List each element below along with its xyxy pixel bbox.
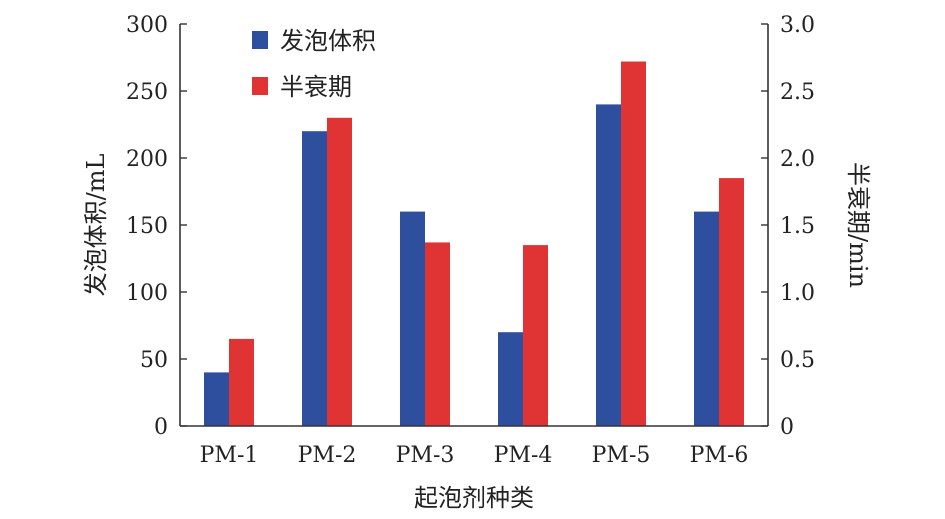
bar-foam-volume-pm-5 [596, 104, 621, 427]
bar-foam-volume-pm-1 [204, 372, 229, 426]
legend: 发泡体积 半衰期 [252, 27, 376, 101]
legend-swatch-foam-volume [252, 31, 268, 49]
bar-half-life-pm-6 [719, 178, 744, 426]
right-tick-label: 2.5 [780, 80, 815, 105]
bar-half-life-pm-3 [425, 242, 450, 426]
right-tick-label: 3.0 [780, 13, 815, 38]
left-tick-label: 50 [140, 348, 168, 373]
right-ticks-group: 0 0.5 1.0 1.5 2.0 2.5 3.0 [761, 13, 815, 440]
left-tick-label: 250 [126, 80, 168, 105]
left-tick-label: 0 [154, 415, 168, 440]
left-tick-label: 150 [126, 214, 168, 239]
x-tick-label-pm-4: PM-4 [494, 443, 553, 468]
x-tick-label-pm-2: PM-2 [298, 443, 357, 468]
bar-half-life-pm-2 [327, 117, 352, 427]
right-axis-title: 半衰期/min [844, 162, 872, 288]
x-axis-title: 起泡剂种类 [414, 484, 534, 512]
left-axis-title: 发泡体积/mL [82, 154, 110, 297]
left-tick-label: 300 [126, 13, 168, 38]
x-tick-label-pm-3: PM-3 [396, 443, 455, 468]
legend-swatch-half-life [252, 77, 268, 95]
left-tick-label: 200 [126, 147, 168, 172]
bar-half-life-pm-4 [523, 245, 548, 426]
bar-foam-volume-pm-3 [400, 211, 425, 426]
right-tick-label: 1.0 [780, 281, 815, 306]
bars-group [204, 61, 744, 427]
x-tick-label-pm-1: PM-1 [200, 443, 259, 468]
legend-label-half-life: 半衰期 [280, 73, 352, 101]
bar-half-life-pm-1 [229, 338, 254, 426]
bar-half-life-pm-5 [621, 61, 646, 427]
right-tick-label: 0 [780, 415, 794, 440]
x-tick-label-pm-5: PM-5 [592, 443, 651, 468]
x-ticks-group: PM-1 PM-2 PM-3 PM-4 PM-5 PM-6 [200, 443, 749, 468]
legend-label-foam-volume: 发泡体积 [280, 27, 376, 55]
right-tick-label: 1.5 [780, 214, 815, 239]
left-ticks-group: 0 50 100 150 200 250 300 [126, 13, 187, 440]
bar-foam-volume-pm-6 [694, 211, 719, 426]
bar-foam-volume-pm-2 [302, 131, 327, 426]
right-tick-label: 0.5 [780, 348, 815, 373]
x-tick-label-pm-6: PM-6 [690, 443, 749, 468]
left-tick-label: 100 [126, 281, 168, 306]
right-tick-label: 2.0 [780, 147, 815, 172]
bar-foam-volume-pm-4 [498, 332, 523, 426]
